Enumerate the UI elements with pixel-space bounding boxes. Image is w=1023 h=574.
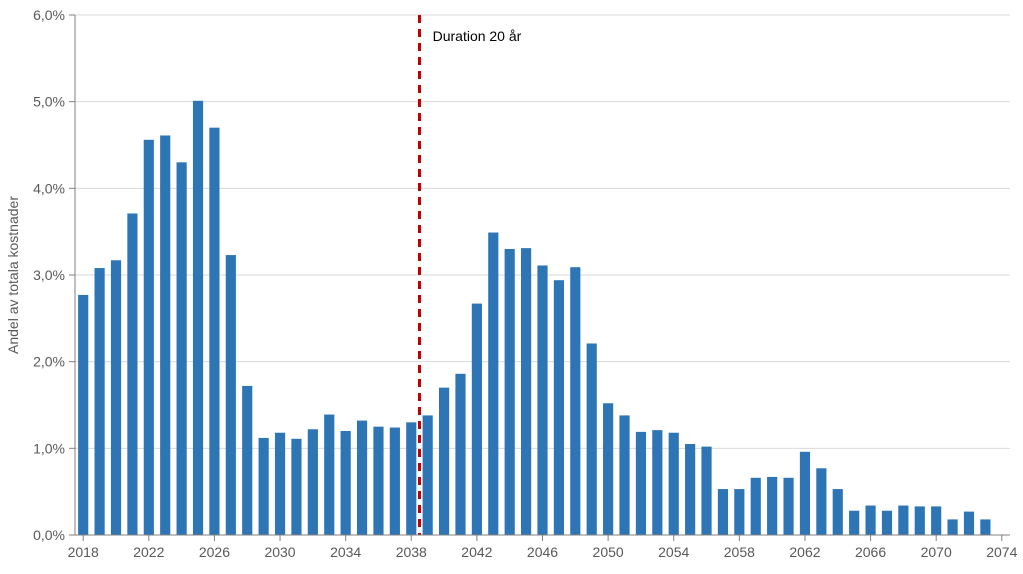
y-tick-label: 2,0% bbox=[33, 354, 65, 370]
y-tick-label: 0,0% bbox=[33, 527, 65, 543]
bar bbox=[226, 255, 236, 535]
bar bbox=[669, 433, 679, 535]
bar bbox=[783, 478, 793, 535]
bar bbox=[406, 422, 416, 535]
bar bbox=[291, 439, 301, 535]
bar bbox=[373, 427, 383, 535]
bar-chart: 0,0% 1,0% 2,0% 3,0% 4,0% 5,0% 6,0% Duration 20 … bbox=[0, 0, 1023, 574]
x-tick-label: 2066 bbox=[855, 544, 886, 560]
x-tick-label: 2074 bbox=[986, 544, 1017, 560]
bar bbox=[95, 268, 105, 535]
bar bbox=[472, 304, 482, 535]
bar bbox=[439, 388, 449, 535]
bar bbox=[636, 432, 646, 535]
bar bbox=[685, 444, 695, 535]
x-tick-label: 2046 bbox=[527, 544, 558, 560]
x-tick-label: 2038 bbox=[396, 544, 427, 560]
bar bbox=[882, 511, 892, 535]
bar bbox=[242, 386, 252, 535]
bar bbox=[587, 343, 597, 535]
bar bbox=[570, 267, 580, 535]
bar bbox=[144, 140, 154, 535]
bar bbox=[931, 506, 941, 535]
bar bbox=[111, 260, 121, 535]
bar bbox=[751, 478, 761, 535]
bar bbox=[275, 433, 285, 535]
bar bbox=[898, 506, 908, 535]
bar bbox=[865, 506, 875, 535]
bar bbox=[718, 489, 728, 535]
bar bbox=[505, 249, 515, 535]
bar bbox=[800, 452, 810, 535]
bar bbox=[160, 135, 170, 535]
bar bbox=[177, 162, 187, 535]
y-tick-label: 1,0% bbox=[33, 440, 65, 456]
x-tick-label: 2042 bbox=[461, 544, 492, 560]
y-axis-label: Andel av totala kostnader bbox=[5, 196, 21, 354]
bar bbox=[964, 512, 974, 535]
x-tick-label: 2026 bbox=[199, 544, 230, 560]
x-tick-label: 2022 bbox=[133, 544, 164, 560]
bar bbox=[915, 506, 925, 535]
bar bbox=[127, 213, 137, 535]
bar bbox=[554, 280, 564, 535]
x-tick-label: 2018 bbox=[68, 544, 99, 560]
bar bbox=[701, 447, 711, 535]
bar bbox=[357, 421, 367, 535]
bar bbox=[980, 519, 990, 535]
bar bbox=[849, 511, 859, 535]
bar bbox=[390, 428, 400, 535]
x-tick-label: 2062 bbox=[789, 544, 820, 560]
bar bbox=[324, 415, 334, 535]
bar bbox=[455, 374, 465, 535]
bar bbox=[308, 429, 318, 535]
bar bbox=[537, 265, 547, 535]
bar bbox=[521, 248, 531, 535]
x-tick-label: 2054 bbox=[658, 544, 689, 560]
bar bbox=[833, 489, 843, 535]
bar bbox=[423, 415, 433, 535]
bar bbox=[734, 489, 744, 535]
x-tick-label: 2050 bbox=[593, 544, 624, 560]
bar bbox=[259, 438, 269, 535]
bar bbox=[652, 430, 662, 535]
y-tick-label: 4,0% bbox=[33, 180, 65, 196]
y-tick-label: 6,0% bbox=[33, 7, 65, 23]
bar bbox=[767, 477, 777, 535]
annotation-label: Duration 20 år bbox=[433, 28, 522, 44]
bar bbox=[341, 431, 351, 535]
bar bbox=[488, 233, 498, 535]
x-tick-label: 2070 bbox=[921, 544, 952, 560]
y-tick-label: 3,0% bbox=[33, 267, 65, 283]
chart-container: 0,0% 1,0% 2,0% 3,0% 4,0% 5,0% 6,0% Duration 20 … bbox=[0, 0, 1023, 574]
x-tick-label: 2030 bbox=[264, 544, 295, 560]
bar bbox=[619, 415, 629, 535]
bar bbox=[816, 468, 826, 535]
bar bbox=[193, 101, 203, 535]
x-tick-label: 2034 bbox=[330, 544, 361, 560]
bar bbox=[78, 295, 88, 535]
bar bbox=[948, 519, 958, 535]
y-tick-label: 5,0% bbox=[33, 94, 65, 110]
bar bbox=[209, 128, 219, 535]
x-tick-label: 2058 bbox=[724, 544, 755, 560]
bar bbox=[603, 403, 613, 535]
